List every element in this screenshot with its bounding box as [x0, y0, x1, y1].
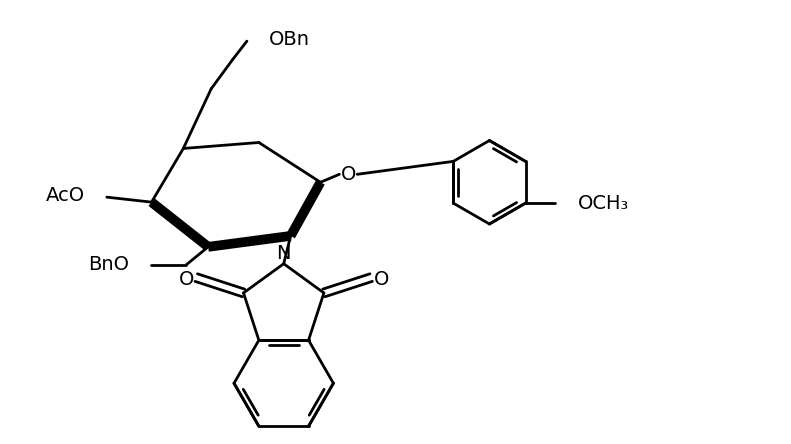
Text: AcO: AcO	[46, 186, 85, 205]
Text: O: O	[341, 165, 356, 184]
Text: N: N	[276, 244, 291, 263]
Text: BnO: BnO	[88, 255, 129, 274]
Text: OCH₃: OCH₃	[578, 194, 630, 213]
Text: OBn: OBn	[269, 30, 310, 49]
Text: O: O	[179, 270, 194, 289]
Text: O: O	[373, 270, 389, 289]
